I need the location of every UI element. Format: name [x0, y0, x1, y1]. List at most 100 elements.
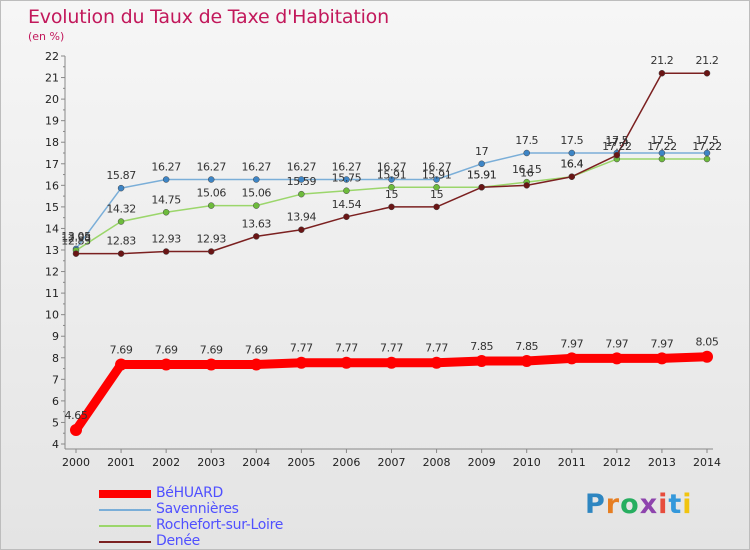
data-label: 15.59 — [287, 175, 317, 188]
data-label: 15.91 — [467, 168, 497, 181]
data-point — [295, 356, 308, 369]
data-label: 7.97 — [605, 337, 628, 350]
proxiti-logo: Proxiti — [585, 489, 693, 520]
y-tick-label: 14 — [45, 222, 59, 235]
data-point — [117, 250, 125, 257]
chart-title: Evolution du Taux de Taxe d'Habitation — [28, 6, 389, 28]
y-tick-label: 11 — [45, 287, 59, 300]
logo-letter: P — [585, 489, 606, 520]
y-tick-label: 4 — [52, 438, 59, 451]
data-point — [520, 355, 533, 368]
y-tick-label: 18 — [45, 136, 59, 149]
data-point — [478, 184, 485, 191]
data-point — [117, 184, 125, 192]
data-point — [160, 358, 173, 371]
data-label: 15.91 — [467, 168, 497, 181]
legend-swatch — [99, 509, 151, 511]
data-point — [340, 356, 353, 369]
data-point — [207, 248, 215, 255]
y-tick-label: 13 — [45, 244, 59, 257]
data-point — [253, 202, 260, 209]
logo-letter: i — [658, 489, 669, 520]
logo-letter: r — [605, 489, 621, 520]
y-tick-label: 22 — [45, 50, 59, 63]
x-tick-label: 2000 — [62, 456, 90, 469]
data-label: 7.97 — [650, 337, 673, 350]
x-tick-label: 2009 — [468, 456, 496, 469]
data-label: 16.27 — [151, 161, 181, 174]
data-label: 14.75 — [151, 193, 181, 206]
x-tick-label: 2010 — [513, 456, 541, 469]
data-label: 7.69 — [110, 343, 133, 356]
logo-letter: x — [639, 489, 659, 520]
y-tick-label: 9 — [52, 330, 59, 343]
data-point — [343, 213, 350, 221]
data-label: 7.97 — [560, 337, 583, 350]
data-label: 7.85 — [470, 340, 493, 353]
data-point — [568, 149, 576, 157]
data-label: 7.69 — [245, 343, 268, 356]
data-point — [298, 190, 305, 198]
x-tick-label: 2011 — [558, 456, 586, 469]
data-point — [343, 187, 350, 194]
legend-swatch — [99, 525, 151, 527]
data-point — [205, 358, 218, 371]
data-label: 12.98 — [61, 231, 91, 244]
data-point — [388, 184, 395, 191]
legend-label: Savennières — [156, 501, 239, 517]
y-tick-label: 19 — [45, 115, 59, 128]
data-label: 21.2 — [650, 54, 673, 67]
legend-label: Denée — [156, 533, 200, 549]
data-label: 15.91 — [422, 168, 452, 181]
data-point — [388, 203, 395, 211]
data-label: 12.93 — [151, 233, 181, 246]
data-point — [430, 356, 443, 369]
data-label: 15.91 — [377, 168, 407, 181]
data-label: 17.22 — [602, 140, 632, 153]
data-label: 16.4 — [560, 158, 583, 171]
x-tick-label: 2006 — [332, 456, 360, 469]
x-tick-label: 2005 — [287, 456, 315, 469]
data-point — [115, 358, 128, 371]
data-point — [658, 69, 666, 77]
data-point — [523, 182, 530, 189]
legend-swatch — [99, 541, 151, 543]
data-label: 17.22 — [647, 140, 677, 153]
data-point — [385, 356, 398, 369]
y-tick-label: 20 — [45, 93, 59, 106]
data-label: 14.54 — [332, 198, 362, 211]
data-label: 13.63 — [242, 217, 272, 230]
y-tick-label: 5 — [52, 416, 59, 429]
data-point — [655, 352, 668, 365]
data-point — [568, 173, 576, 180]
logo-letter: t — [668, 489, 683, 520]
data-point — [388, 176, 395, 183]
y-tick-label: 10 — [45, 309, 59, 322]
data-point — [565, 352, 578, 365]
data-label: 17.5 — [515, 134, 538, 147]
x-tick-label: 2012 — [603, 456, 631, 469]
legend-label: Rochefort-sur-Loire — [156, 517, 284, 533]
x-tick-label: 2002 — [152, 456, 180, 469]
data-label: 15.75 — [332, 172, 362, 185]
y-tick-label: 12 — [45, 266, 59, 279]
data-label: 16.27 — [287, 161, 317, 174]
data-label: 17.5 — [696, 134, 719, 147]
x-tick-label: 2004 — [242, 456, 270, 469]
data-point — [162, 176, 170, 183]
y-tick-label: 21 — [45, 72, 59, 85]
data-point — [253, 233, 260, 240]
data-label: 15 — [385, 188, 399, 201]
x-tick-label: 2014 — [693, 456, 721, 469]
data-label: 4.65 — [65, 409, 88, 422]
data-label: 7.77 — [380, 342, 403, 355]
data-point — [207, 202, 215, 209]
data-point — [523, 149, 530, 157]
data-label: 17.22 — [692, 140, 722, 153]
data-point — [701, 350, 713, 363]
data-label: 7.77 — [335, 342, 358, 355]
data-label: 12.83 — [61, 235, 91, 248]
x-tick-label: 2013 — [648, 456, 676, 469]
